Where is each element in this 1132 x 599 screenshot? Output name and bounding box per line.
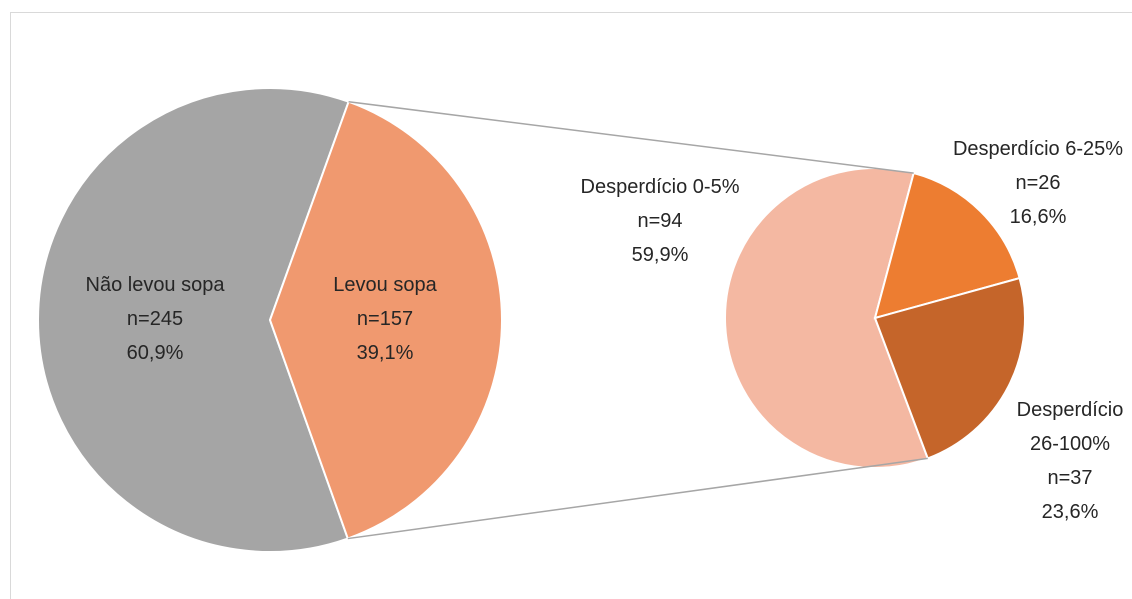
data-label: Não levou sopa n=245 60,9% (25, 268, 285, 370)
connector-line (347, 457, 928, 540)
category-label: Desperdício 26-100% (1016, 399, 1124, 455)
category-label: Desperdício 6-25% (952, 138, 1124, 160)
pie-slice (873, 276, 1027, 460)
data-label: Desperdício 6-25% n=26 16,6% (918, 132, 1132, 234)
percentage-label: 16,6% (1009, 206, 1067, 228)
chart-border (10, 12, 1132, 599)
value-label: n=94 (637, 210, 683, 232)
pie-slice (268, 100, 503, 540)
value-label: n=37 (1047, 467, 1093, 489)
category-label: Desperdício 0-5% (580, 176, 740, 198)
pie-slice (724, 167, 930, 469)
percentage-label: 39,1% (356, 342, 414, 364)
data-label: Desperdício 0-5% n=94 59,9% (530, 170, 790, 272)
value-label: n=26 (1015, 172, 1061, 194)
data-label: Levou sopa n=157 39,1% (285, 268, 485, 370)
category-label: Levou sopa (333, 274, 437, 296)
category-label: Não levou sopa (85, 274, 225, 296)
percentage-label: 60,9% (126, 342, 184, 364)
pie-slice (873, 171, 1021, 320)
data-label: Desperdício 26-100% n=37 23,6% (1005, 393, 1132, 529)
value-label: n=245 (126, 308, 184, 330)
percentage-label: 59,9% (631, 244, 689, 266)
value-label: n=157 (356, 308, 414, 330)
pie-slice (37, 87, 350, 553)
connector-line (348, 100, 914, 174)
percentage-label: 23,6% (1041, 501, 1099, 523)
